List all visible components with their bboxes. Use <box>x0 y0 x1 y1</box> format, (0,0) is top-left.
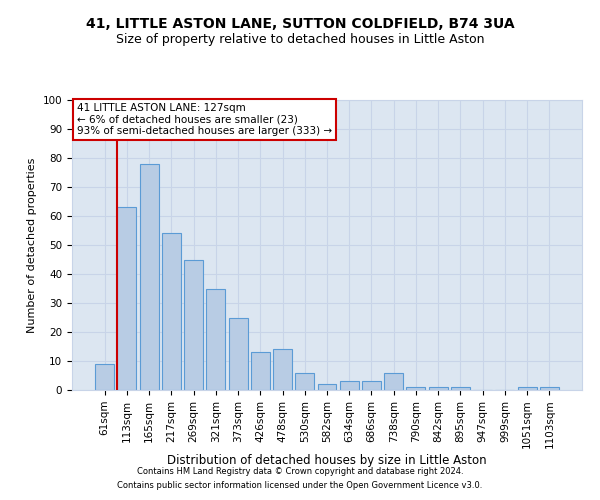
Bar <box>140 164 158 390</box>
Text: 41, LITTLE ASTON LANE, SUTTON COLDFIELD, B74 3UA: 41, LITTLE ASTON LANE, SUTTON COLDFIELD,… <box>86 18 514 32</box>
Text: Contains public sector information licensed under the Open Government Licence v3: Contains public sector information licen… <box>118 481 482 490</box>
Bar <box>229 318 248 390</box>
Bar <box>540 387 559 390</box>
Bar <box>406 387 425 390</box>
Bar <box>95 364 114 390</box>
Y-axis label: Number of detached properties: Number of detached properties <box>27 158 37 332</box>
Text: Contains HM Land Registry data © Crown copyright and database right 2024.: Contains HM Land Registry data © Crown c… <box>137 467 463 476</box>
Bar <box>118 208 136 390</box>
Bar <box>162 234 181 390</box>
Bar <box>273 350 292 390</box>
Bar <box>518 387 536 390</box>
Text: Size of property relative to detached houses in Little Aston: Size of property relative to detached ho… <box>116 32 484 46</box>
Bar <box>184 260 203 390</box>
Bar <box>429 387 448 390</box>
Text: 41 LITTLE ASTON LANE: 127sqm
← 6% of detached houses are smaller (23)
93% of sem: 41 LITTLE ASTON LANE: 127sqm ← 6% of det… <box>77 103 332 136</box>
Bar <box>362 382 381 390</box>
Bar <box>384 372 403 390</box>
Bar <box>206 288 225 390</box>
Bar <box>451 387 470 390</box>
Bar <box>295 372 314 390</box>
Bar <box>340 382 359 390</box>
X-axis label: Distribution of detached houses by size in Little Aston: Distribution of detached houses by size … <box>167 454 487 467</box>
Bar <box>317 384 337 390</box>
Bar <box>251 352 270 390</box>
